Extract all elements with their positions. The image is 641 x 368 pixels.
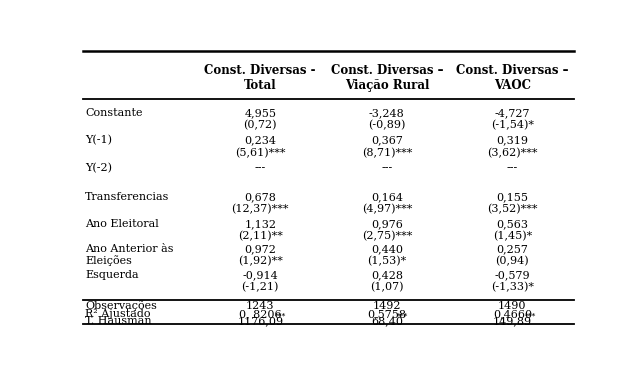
Text: ---: ---	[254, 163, 266, 173]
Text: 0,563: 0,563	[496, 219, 528, 229]
Text: -0,914: -0,914	[242, 270, 278, 280]
Text: 0,678: 0,678	[244, 192, 276, 202]
Text: 0,440: 0,440	[371, 244, 403, 254]
Text: 1492: 1492	[372, 301, 401, 311]
Text: 0,319: 0,319	[496, 135, 528, 145]
Text: Ano Anterior às: Ano Anterior às	[85, 244, 174, 254]
Text: T. Hausman: T. Hausman	[85, 316, 152, 326]
Text: Esquerda: Esquerda	[85, 270, 138, 280]
Text: 1176,09: 1176,09	[237, 316, 283, 326]
Text: (-1,21): (-1,21)	[242, 282, 279, 293]
Text: 0,155: 0,155	[496, 192, 528, 202]
Text: Y(-2): Y(-2)	[85, 163, 112, 173]
Text: Const. Diversas –: Const. Diversas –	[331, 64, 443, 77]
Text: ***: ***	[525, 312, 536, 320]
Text: (4,97)***: (4,97)***	[362, 204, 412, 215]
Text: 0,234: 0,234	[244, 135, 276, 145]
Text: Const. Diversas -: Const. Diversas -	[204, 64, 316, 77]
Text: Total: Total	[244, 79, 276, 92]
Text: ***: ***	[397, 312, 408, 320]
Text: Transferencias: Transferencias	[85, 192, 169, 202]
Text: (1,53)*: (1,53)*	[367, 256, 406, 266]
Text: 4,955: 4,955	[244, 108, 276, 118]
Text: (-1,54)*: (-1,54)*	[491, 120, 534, 130]
Text: 0,367: 0,367	[371, 135, 403, 145]
Text: (-1,33)*: (-1,33)*	[491, 282, 534, 293]
Text: ***: ***	[275, 312, 286, 320]
Text: Viação Rural: Viação Rural	[345, 79, 429, 92]
Text: 149,89: 149,89	[493, 316, 532, 326]
Text: 1,132: 1,132	[244, 219, 276, 229]
Text: 1490: 1490	[498, 301, 526, 311]
Text: (0,94): (0,94)	[495, 256, 529, 266]
Text: ---: ---	[506, 163, 518, 173]
Text: 0,4660: 0,4660	[493, 309, 532, 319]
Text: VAOC: VAOC	[494, 79, 531, 92]
Text: Observações: Observações	[85, 301, 157, 311]
Text: -0,579: -0,579	[494, 270, 530, 280]
Text: (3,52)***: (3,52)***	[487, 204, 538, 215]
Text: (2,75)***: (2,75)***	[362, 231, 412, 241]
Text: (8,71)***: (8,71)***	[362, 148, 412, 158]
Text: (0,72): (0,72)	[244, 120, 277, 130]
Text: 68,40: 68,40	[371, 316, 403, 326]
Text: R² Ajustado: R² Ajustado	[85, 309, 151, 319]
Text: Constante: Constante	[85, 108, 142, 118]
Text: (-0,89): (-0,89)	[368, 120, 406, 130]
Text: ---: ---	[381, 163, 392, 173]
Text: 0,976: 0,976	[371, 219, 403, 229]
Text: Eleições: Eleições	[85, 255, 132, 266]
Text: 0,972: 0,972	[244, 244, 276, 254]
Text: 0,257: 0,257	[496, 244, 528, 254]
Text: 0, 8206: 0, 8206	[239, 309, 281, 319]
Text: -3,248: -3,248	[369, 108, 404, 118]
Text: (1,07): (1,07)	[370, 282, 404, 293]
Text: 1243: 1243	[246, 301, 274, 311]
Text: (12,37)***: (12,37)***	[231, 204, 289, 215]
Text: 0,5758: 0,5758	[367, 309, 406, 319]
Text: 0,428: 0,428	[371, 270, 403, 280]
Text: (5,61)***: (5,61)***	[235, 148, 285, 158]
Text: (3,62)***: (3,62)***	[487, 148, 538, 158]
Text: Const. Diversas –: Const. Diversas –	[456, 64, 569, 77]
Text: (2,11)**: (2,11)**	[238, 231, 283, 241]
Text: (1,45)*: (1,45)*	[493, 231, 532, 241]
Text: 0,164: 0,164	[371, 192, 403, 202]
Text: Y(-1): Y(-1)	[85, 135, 112, 146]
Text: -4,727: -4,727	[495, 108, 530, 118]
Text: Ano Eleitoral: Ano Eleitoral	[85, 219, 159, 229]
Text: (1,92)**: (1,92)**	[238, 256, 283, 266]
